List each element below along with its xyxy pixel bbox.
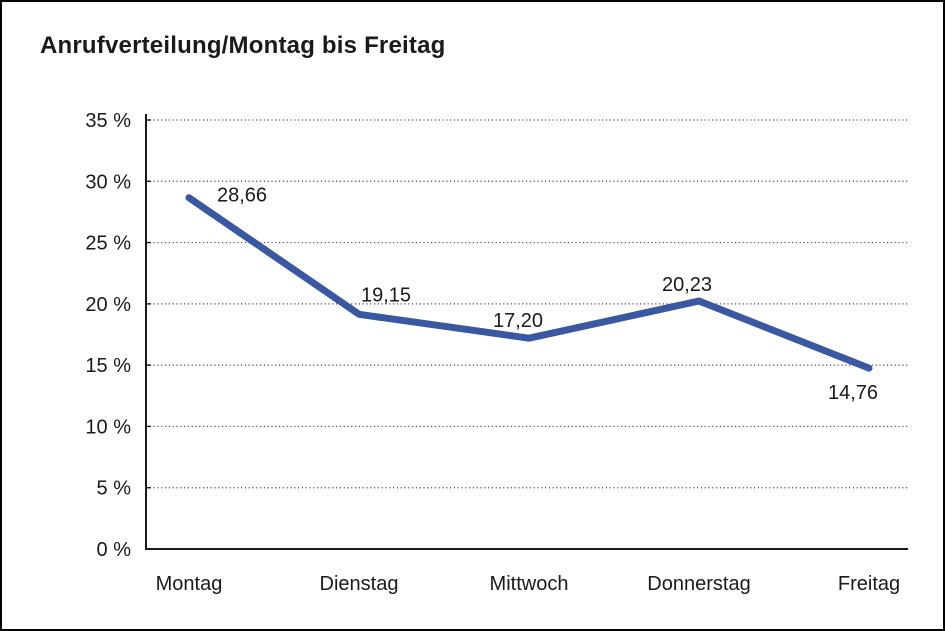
y-axis-tick-label: 0 % [97, 539, 132, 561]
x-axis-category-label: Montag [156, 573, 223, 595]
data-point-label: 17,20 [493, 310, 543, 332]
data-line-series [185, 194, 873, 372]
y-axis-tick-label: 25 % [85, 233, 131, 255]
x-axis-category-label: Dienstag [320, 573, 399, 595]
y-axis-tick-label: 35 % [85, 110, 131, 132]
y-axis-tick-label: 30 % [85, 171, 131, 193]
y-axis-tick-label: 20 % [85, 294, 131, 316]
data-point-label: 19,15 [361, 284, 411, 306]
y-axis-tick-label: 15 % [85, 355, 131, 377]
x-axis-category-label: Freitag [838, 573, 900, 595]
y-axis-tick-label: 10 % [85, 416, 131, 438]
x-axis-category-label: Donnerstag [647, 573, 750, 595]
y-axis-tick-label: 5 % [97, 478, 132, 500]
chart-title: Anrufverteilung/Montag bis Freitag [40, 32, 446, 59]
data-point-label: 20,23 [662, 274, 712, 296]
x-axis-category-label: Mittwoch [490, 573, 569, 595]
data-point-label: 28,66 [217, 185, 267, 207]
data-point-label: 14,76 [828, 382, 878, 404]
